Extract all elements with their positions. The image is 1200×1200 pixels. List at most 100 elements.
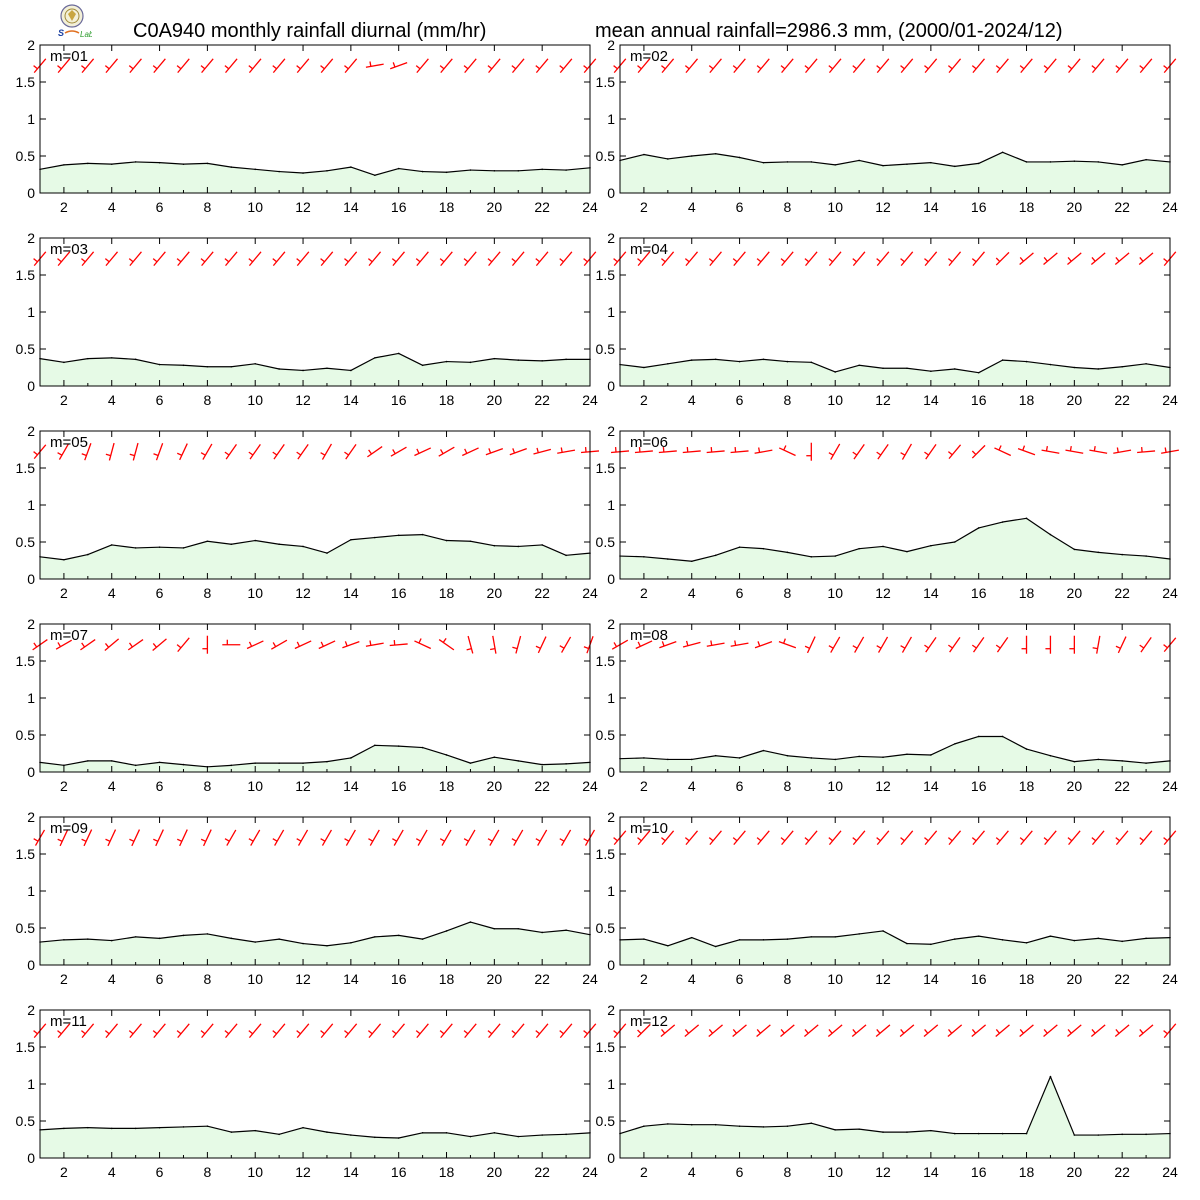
wind-barb-feather (1115, 257, 1120, 262)
wind-barb-staff (59, 829, 69, 847)
rainfall-point (350, 757, 352, 759)
x-tick-label: 14 (923, 1164, 939, 1180)
y-tick-label: 1 (607, 883, 615, 899)
rainfall-point (469, 361, 472, 364)
rainfall-line-segment (859, 364, 884, 369)
rainfall-point (810, 361, 813, 364)
wind-barb-feather (804, 258, 810, 263)
wind-barb (391, 1023, 405, 1039)
rainfall-line-segment (207, 1125, 232, 1133)
wind-barb-staff (81, 251, 95, 267)
rainfall-line-segment (619, 153, 645, 162)
wind-barb-feather (296, 258, 301, 263)
wind-barb-feather (900, 258, 905, 263)
x-tick-label: 6 (156, 1164, 164, 1180)
wind-barb (318, 640, 336, 650)
wind-barb-staff (948, 444, 962, 460)
x-tick-label: 10 (827, 778, 843, 794)
wind-barb (756, 1024, 771, 1038)
wind-barb (512, 635, 522, 654)
y-tick-label: 0 (27, 571, 35, 587)
wind-barb-feather (296, 65, 301, 70)
x-tick-label: 16 (971, 585, 987, 601)
wind-barb-feather (1164, 447, 1167, 453)
rainfall-line-segment (63, 760, 88, 766)
month-label: m=09 (50, 820, 88, 837)
rainfall-line-segment (398, 745, 423, 749)
wind-barb-staff (177, 637, 190, 653)
y-tick-label: 0 (607, 764, 615, 780)
wind-barb-feather (367, 1030, 373, 1035)
wind-barb-staff (57, 1023, 71, 1039)
wind-barb-staff (129, 251, 142, 267)
rainfall-point (397, 934, 400, 937)
rainfall-line-segment (63, 162, 88, 166)
rainfall-line-segment (1074, 548, 1099, 553)
wind-barb-staff (297, 829, 309, 846)
rainfall-point (690, 758, 693, 761)
wind-barb-staff (1114, 252, 1130, 266)
wind-barb-feather (900, 837, 905, 842)
wind-barb-staff (1043, 252, 1058, 266)
wind-barb (391, 251, 405, 267)
wind-barb-staff (537, 636, 547, 654)
rainfall-point (1097, 758, 1100, 761)
wind-barb-feather (756, 1029, 761, 1034)
wind-barb (368, 829, 380, 846)
wind-barb (105, 442, 115, 461)
wind-barb (1092, 635, 1101, 654)
rainfall-point (834, 936, 837, 938)
rainfall-line-segment (835, 159, 860, 166)
rainfall-line-segment (231, 1130, 256, 1133)
rainfall-line-segment (302, 942, 328, 947)
wind-barb (1065, 445, 1084, 454)
x-tick-label: 16 (391, 199, 407, 215)
y-tick-label: 1.5 (596, 653, 616, 669)
rainfall-point (254, 1129, 257, 1132)
rainfall-point (278, 543, 280, 546)
rainfall-point (1049, 935, 1052, 937)
x-tick-label: 10 (247, 971, 263, 987)
rainfall-point (1001, 521, 1004, 523)
wind-barb-staff (1067, 1024, 1082, 1038)
wind-barb-feather (466, 647, 472, 651)
wind-barb-feather (1116, 447, 1119, 453)
wind-barb-feather (852, 65, 857, 70)
wind-barb-feather (559, 1030, 564, 1035)
rainfall-point (953, 1132, 956, 1135)
wind-barb (924, 636, 937, 653)
wind-barb-staff (830, 443, 841, 460)
wind-barb-feather (1139, 1029, 1144, 1034)
rainfall-line-segment (1098, 551, 1123, 556)
rainfall-point (882, 545, 884, 548)
rainfall-line-segment (87, 162, 112, 165)
rainfall-point (906, 753, 908, 756)
rainfall-line-segment (566, 1132, 591, 1135)
rainfall-point (1025, 748, 1028, 750)
wind-barb-feather (780, 65, 786, 70)
wind-barb (876, 251, 890, 267)
wind-barb (1017, 445, 1036, 456)
wind-barb-staff (1091, 58, 1105, 74)
wind-barb-staff (561, 636, 572, 653)
wind-barb (57, 58, 71, 74)
rainfall-line-segment (954, 162, 979, 167)
x-tick-label: 18 (439, 392, 455, 408)
rainfall-line-segment (446, 1132, 471, 1138)
wind-barb-staff (155, 443, 164, 461)
wind-barb-staff (248, 1023, 262, 1039)
x-tick-label: 24 (582, 585, 598, 601)
wind-barb (272, 443, 285, 460)
rainfall-point (1049, 363, 1052, 366)
wind-barb-staff (294, 640, 312, 650)
wind-barb-staff (876, 58, 890, 74)
chart-panel: 00.511.522 4 6 8 10 12 14 16 18 20 22 24m=02 (596, 37, 1178, 215)
rainfall-point (541, 931, 543, 934)
wind-barb-staff (875, 1024, 891, 1038)
x-tick-label: 4 (108, 585, 116, 601)
rainfall-line-segment (811, 161, 836, 166)
wind-barb (80, 639, 96, 651)
wind-barb-feather (583, 65, 588, 70)
wind-barb-staff (876, 251, 890, 267)
wind-barb-staff (1137, 450, 1156, 454)
